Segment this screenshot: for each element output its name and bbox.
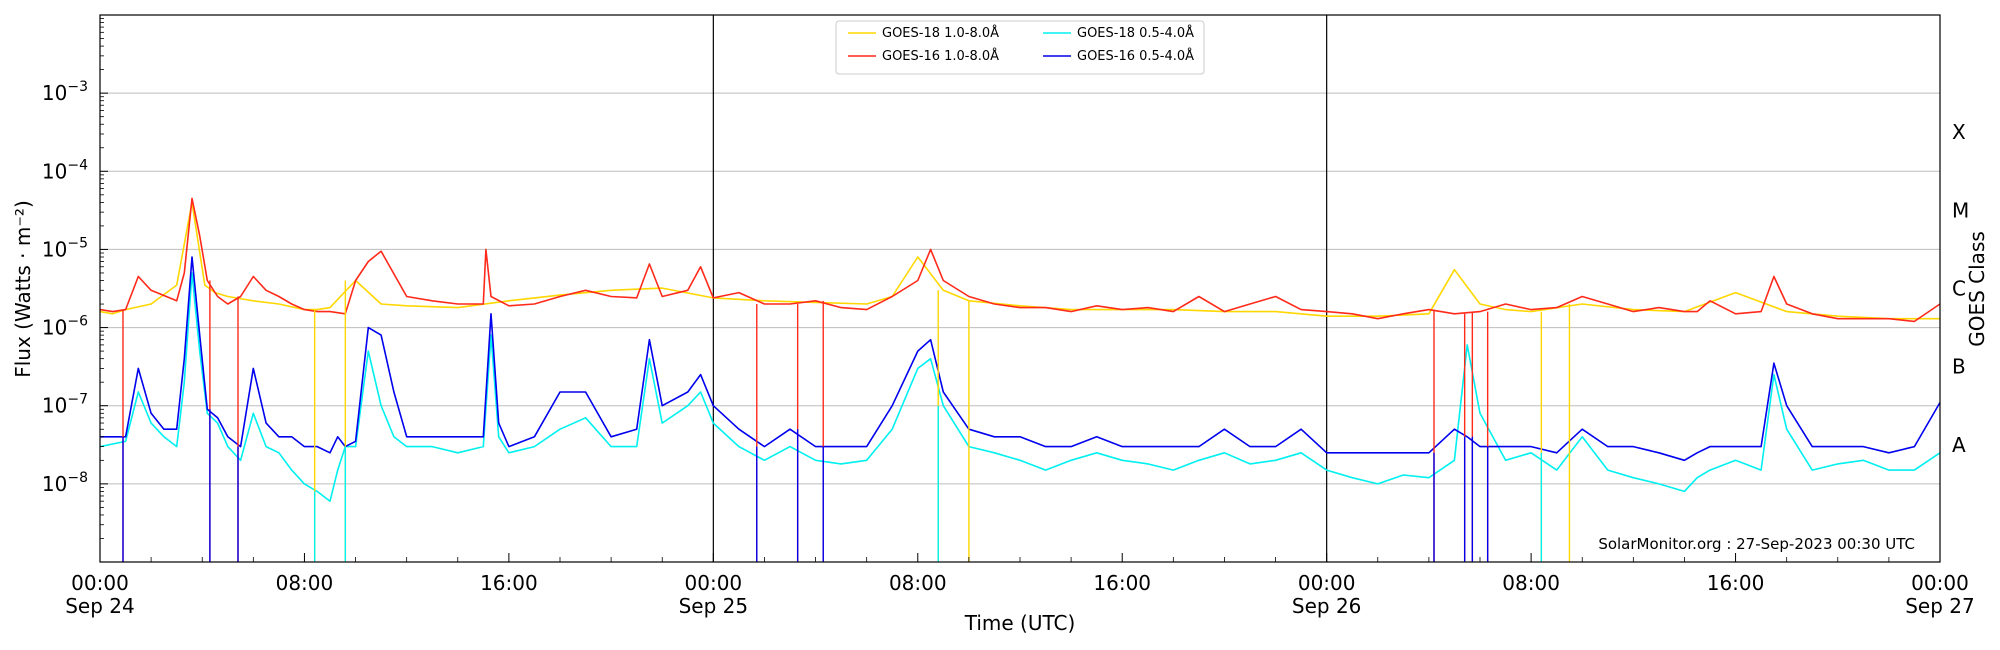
x-tick-date-label: Sep 24 — [65, 594, 135, 618]
legend-box — [835, 20, 1205, 75]
y-tick-label: 10−6 — [42, 314, 88, 340]
legend-label: GOES-16 1.0-8.0Å — [882, 48, 999, 64]
y-axis-right-title: GOES Class — [1965, 231, 1989, 347]
plot-area — [99, 197, 1941, 503]
x-tick-label: 08:00 — [276, 571, 334, 595]
series-line — [99, 197, 1941, 323]
y-axis-ticks: 10−8 10−7 10−6 10−5 10−4 10−3 — [42, 18, 108, 539]
grid-lines — [100, 92, 1940, 485]
x-tick-date-label: Sep 27 — [1905, 594, 1975, 618]
x-tick-label: 08:00 — [889, 571, 947, 595]
goes-class-labels: A B C M X — [1952, 120, 1969, 457]
credit-text: SolarMonitor.org : 27-Sep-2023 00:30 UTC — [1598, 535, 1915, 553]
legend-label: GOES-18 1.0-8.0Å — [882, 25, 999, 41]
series-line — [100, 256, 1941, 462]
goes-class-label: M — [1952, 198, 1969, 222]
legend: GOES-18 1.0-8.0Å GOES-16 1.0-8.0Å GOES-18 … — [835, 20, 1205, 75]
goes-class-label: A — [1952, 433, 1966, 457]
x-tick-label: 00:00 — [1298, 571, 1356, 595]
y-axis-title: Flux (Watts · m⁻²) — [11, 200, 35, 378]
series-line — [99, 272, 1941, 503]
x-tick-date-label: Sep 25 — [679, 594, 749, 618]
legend-label: GOES-18 0.5-4.0Å — [1077, 25, 1194, 41]
y-tick-label: 10−8 — [42, 470, 88, 496]
goes-class-label: X — [1952, 120, 1966, 144]
y-tick-label: 10−3 — [42, 79, 88, 105]
x-tick-label: 00:00 — [1911, 571, 1969, 595]
goes-class-label: B — [1952, 355, 1966, 379]
x-tick-label: 16:00 — [1093, 571, 1151, 595]
x-tick-date-label: Sep 26 — [1292, 594, 1362, 618]
series-line — [99, 201, 1940, 320]
x-tick-label: 08:00 — [1502, 571, 1560, 595]
goes-class-label: C — [1952, 277, 1966, 301]
y-tick-label: 10−4 — [42, 157, 88, 183]
x-tick-label: 00:00 — [685, 571, 743, 595]
y-tick-label: 10−7 — [42, 392, 88, 418]
legend-label: GOES-16 0.5-4.0Å — [1077, 48, 1194, 64]
x-axis-title: Time (UTC) — [964, 611, 1076, 635]
x-tick-label: 16:00 — [1707, 571, 1765, 595]
dropout-lines — [122, 280, 1571, 562]
x-tick-label: 00:00 — [71, 571, 129, 595]
x-tick-label: 16:00 — [480, 571, 538, 595]
y-tick-label: 10−5 — [42, 235, 88, 261]
